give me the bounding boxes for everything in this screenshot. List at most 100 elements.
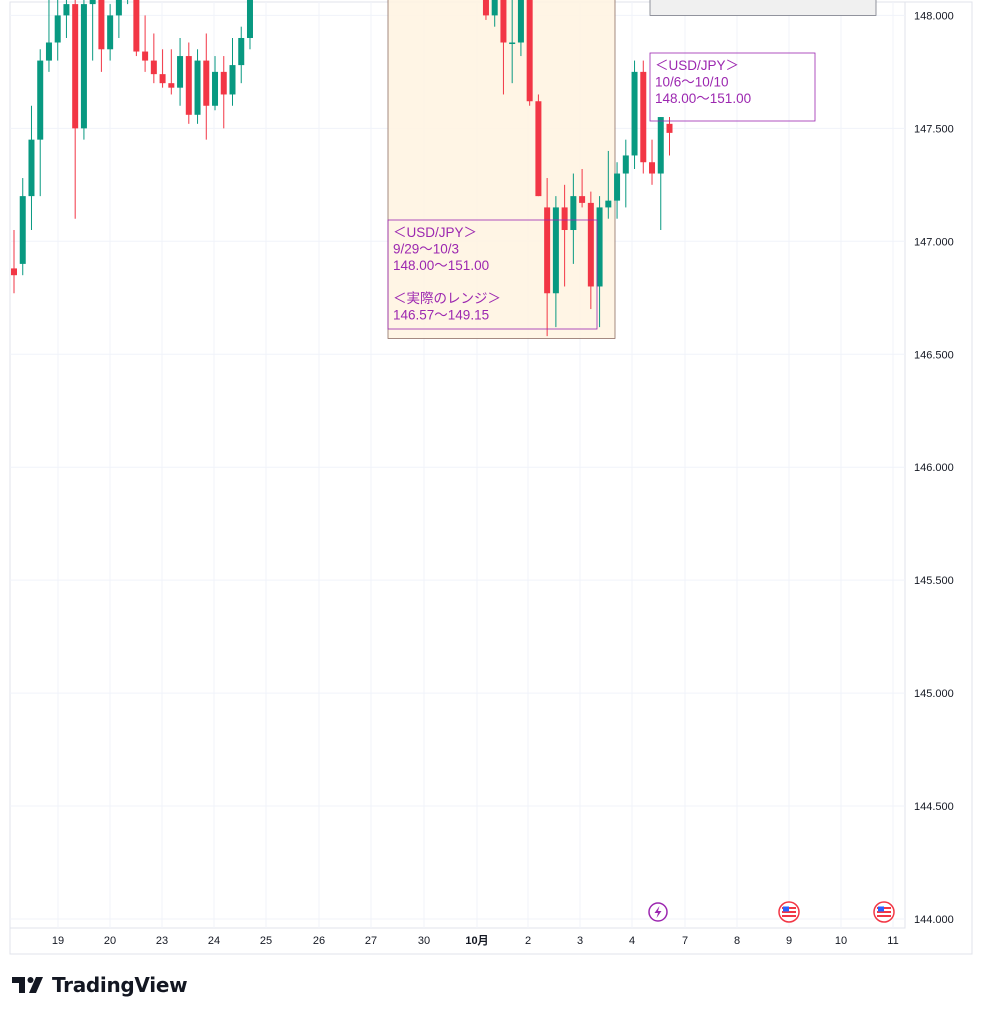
candle-up <box>63 4 70 16</box>
annotation-line: 148.00〜151.00 <box>655 91 751 106</box>
candle-down <box>526 0 533 102</box>
candle-down <box>544 207 551 294</box>
flag-icon-stripe <box>782 911 796 913</box>
annotation-line: 148.00〜151.00 <box>393 258 489 273</box>
annotation-line: 146.57〜149.15 <box>393 308 489 323</box>
candle-up <box>238 37 245 66</box>
annotation-frame <box>387 219 598 330</box>
flag-icon-stripe <box>877 911 891 913</box>
candle-up <box>212 71 219 106</box>
candle-up <box>177 56 184 88</box>
candle-up <box>605 200 612 208</box>
candle-up <box>45 42 52 61</box>
x-tick-label: 20 <box>104 935 116 947</box>
candle-up <box>631 71 638 156</box>
candle-down <box>500 0 507 43</box>
candles <box>11 0 673 337</box>
candle-up <box>622 155 629 174</box>
tradingview-logo[interactable]: TradingView <box>12 972 188 998</box>
y-tick-label: 144.500 <box>914 801 954 813</box>
x-tick-label: 2 <box>525 935 531 947</box>
flag-icon-stripe <box>782 915 796 917</box>
candle-down <box>11 268 17 276</box>
y-tick-label: 146.500 <box>914 349 954 361</box>
x-tick-label: 7 <box>682 935 688 947</box>
x-tick-label: 10 <box>835 935 847 947</box>
candle-up <box>517 0 524 43</box>
brand-name: TradingView <box>52 973 188 997</box>
candle-up <box>246 0 253 38</box>
x-tick-label: 3 <box>577 935 583 947</box>
candle-down <box>168 83 175 88</box>
candle-down <box>159 74 166 84</box>
candle-down <box>666 123 673 133</box>
candle-up <box>80 4 87 129</box>
lightning-icon <box>648 902 668 922</box>
x-tick-label: 10月 <box>465 934 488 947</box>
flag-icon-stripe <box>877 915 891 917</box>
y-tick-label: 144.000 <box>914 914 954 926</box>
candle-down <box>579 196 586 203</box>
candle-down <box>150 60 157 75</box>
candle-up <box>194 60 201 115</box>
candle-up <box>570 196 577 231</box>
candle-up <box>491 0 498 16</box>
candle-down <box>72 4 79 129</box>
axes: 152.000151.500151.000150.500150.000149.5… <box>52 10 954 947</box>
x-tick-label: 27 <box>365 935 377 947</box>
candle-down <box>203 60 210 106</box>
candle-up <box>54 15 61 43</box>
candle-down <box>482 0 489 16</box>
candle-up <box>37 60 44 140</box>
tradingview-logo-icon <box>12 977 43 993</box>
candle-down <box>220 71 227 95</box>
annotation-frame <box>649 52 816 122</box>
x-tick-label: 19 <box>52 935 64 947</box>
y-tick-label: 147.000 <box>914 236 954 248</box>
y-tick-label: 145.500 <box>914 575 954 587</box>
candle-down <box>640 71 647 163</box>
candle-up <box>596 207 603 287</box>
range-boxes <box>387 0 877 339</box>
annotation-line: 10/6〜10/10 <box>655 75 729 90</box>
candle-down <box>133 0 140 52</box>
x-tick-label: 24 <box>208 935 220 947</box>
candle-down <box>649 162 656 174</box>
y-tick-label: 147.500 <box>914 123 954 135</box>
x-tick-label: 26 <box>313 935 325 947</box>
us-flag-icon <box>778 901 800 923</box>
x-tick-label: 9 <box>786 935 792 947</box>
lightning-icon-bolt <box>654 906 662 918</box>
candle-up <box>614 173 621 201</box>
x-tick-label: 8 <box>734 935 740 947</box>
annotation-line: 9/29〜10/3 <box>393 242 459 257</box>
y-tick-label: 146.000 <box>914 462 954 474</box>
y-tick-label: 148.000 <box>914 10 954 22</box>
candle-up <box>89 0 96 5</box>
y-tick-label: 145.000 <box>914 688 954 700</box>
candle-up <box>657 117 664 174</box>
annotation-line: ＜実際のレンジ＞ <box>393 291 501 306</box>
x-tick-label: 23 <box>156 935 168 947</box>
annotations: ＜USD/JPY＞10/6〜10/10148.00〜151.00＜USD/JPY… <box>387 52 816 330</box>
candle-up <box>229 65 236 95</box>
forecast-box <box>649 0 877 16</box>
candle-down <box>185 56 192 115</box>
candle-down <box>142 51 149 61</box>
candle-up <box>552 207 559 294</box>
candle-up <box>509 42 516 45</box>
flag-icon-canton <box>878 906 884 912</box>
x-tick-label: 30 <box>418 935 430 947</box>
candle-down <box>587 202 594 287</box>
candle-down <box>98 0 105 50</box>
candle-up <box>28 139 35 197</box>
x-tick-label: 4 <box>629 935 635 947</box>
flag-icon-canton <box>783 906 789 912</box>
actual-range-box <box>387 0 616 339</box>
x-tick-label: 11 <box>887 935 898 947</box>
candle-up <box>115 0 122 16</box>
